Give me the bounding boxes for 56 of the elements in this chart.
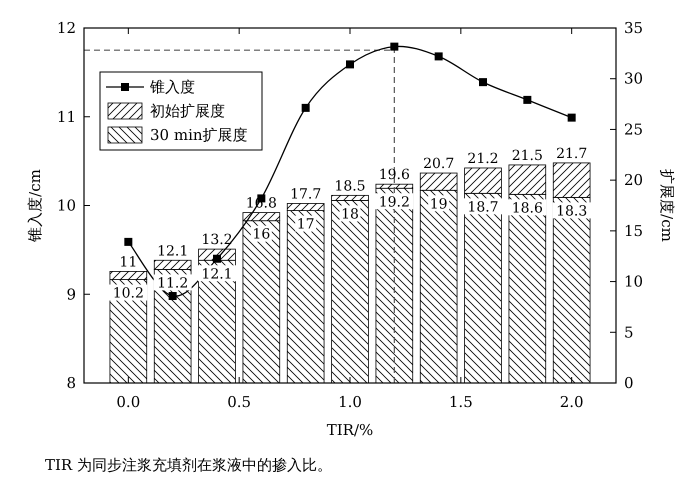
data-label: 18	[341, 206, 359, 222]
x-axis-title: TIR/%	[326, 421, 374, 439]
y2-tick-label: 15	[624, 222, 644, 240]
data-label: 16	[252, 226, 270, 243]
y2-axis-title: 扩展度/cm	[658, 169, 676, 242]
x-tick-label: 2.0	[560, 393, 584, 411]
y-tick-label: 11	[56, 108, 76, 126]
total-label: 17.7	[290, 186, 322, 202]
y2-tick-label: 30	[624, 70, 644, 88]
x-tick-label: 0.5	[227, 393, 252, 411]
data-label: 18.3	[556, 203, 588, 220]
y2-tick-label: 35	[624, 19, 644, 37]
y2-tick-label: 20	[624, 171, 644, 190]
point	[479, 78, 487, 86]
point	[434, 52, 443, 60]
x-tick-label: 1.0	[338, 393, 362, 411]
x-tick-label: 1.5	[448, 393, 473, 411]
point	[302, 104, 310, 112]
legend-label: 30 min扩展度	[150, 126, 248, 144]
y-tick-label: 12	[56, 19, 76, 37]
total-label: 21.2	[467, 150, 499, 167]
total-label: 21.5	[512, 148, 543, 164]
total-label: 21.7	[556, 146, 588, 162]
legend-label: 初始扩展度	[150, 102, 225, 120]
y-tick-label: 9	[66, 285, 76, 304]
data-label: 11.2	[157, 275, 188, 292]
point	[523, 96, 532, 104]
total-label: 20.7	[423, 156, 454, 172]
data-label: 10.2	[112, 286, 144, 302]
y-tick-label: 8	[66, 374, 76, 392]
point	[213, 254, 221, 263]
data-label: 19	[430, 196, 448, 212]
x-tick-label: 0.0	[116, 393, 140, 411]
point	[390, 42, 398, 51]
point	[168, 292, 177, 300]
point	[124, 238, 132, 246]
data-label: 19.2	[378, 194, 410, 210]
total-label: 11	[119, 254, 138, 270]
total-label: 18.5	[334, 178, 366, 194]
text: TIR 为同步注浆充填剂在浆液中的掺入比。	[45, 456, 332, 474]
y2-tick-label: 10	[624, 272, 644, 291]
data-label: 17	[296, 216, 315, 233]
y-axis-title: 锥入度/cm	[26, 169, 44, 243]
data-label: 18.7	[467, 199, 499, 216]
total-label: 19.6	[378, 167, 410, 184]
y-tick-label: 10	[56, 196, 76, 214]
y2-tick-label: 0	[624, 374, 634, 392]
y2-tick-label: 25	[624, 120, 644, 138]
y2-tick-label: 5	[624, 323, 634, 342]
point	[346, 60, 354, 68]
total-label: 13.2	[201, 232, 233, 248]
legend-label: 锥入度	[149, 78, 195, 96]
data-label: 18.6	[512, 200, 544, 216]
data-label: 12.1	[201, 266, 233, 282]
total-label: 12.1	[157, 243, 188, 260]
point	[568, 114, 576, 122]
